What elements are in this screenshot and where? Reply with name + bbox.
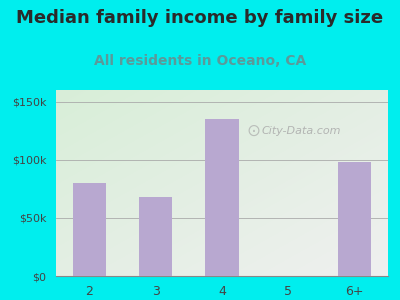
Bar [73, 183, 106, 276]
Text: All residents in Oceano, CA: All residents in Oceano, CA [94, 54, 306, 68]
Bar [338, 162, 372, 276]
Text: Median family income by family size: Median family income by family size [16, 9, 384, 27]
Text: ⊙: ⊙ [247, 122, 261, 140]
Bar [139, 197, 172, 276]
Bar [206, 119, 238, 276]
Text: City-Data.com: City-Data.com [262, 126, 341, 136]
